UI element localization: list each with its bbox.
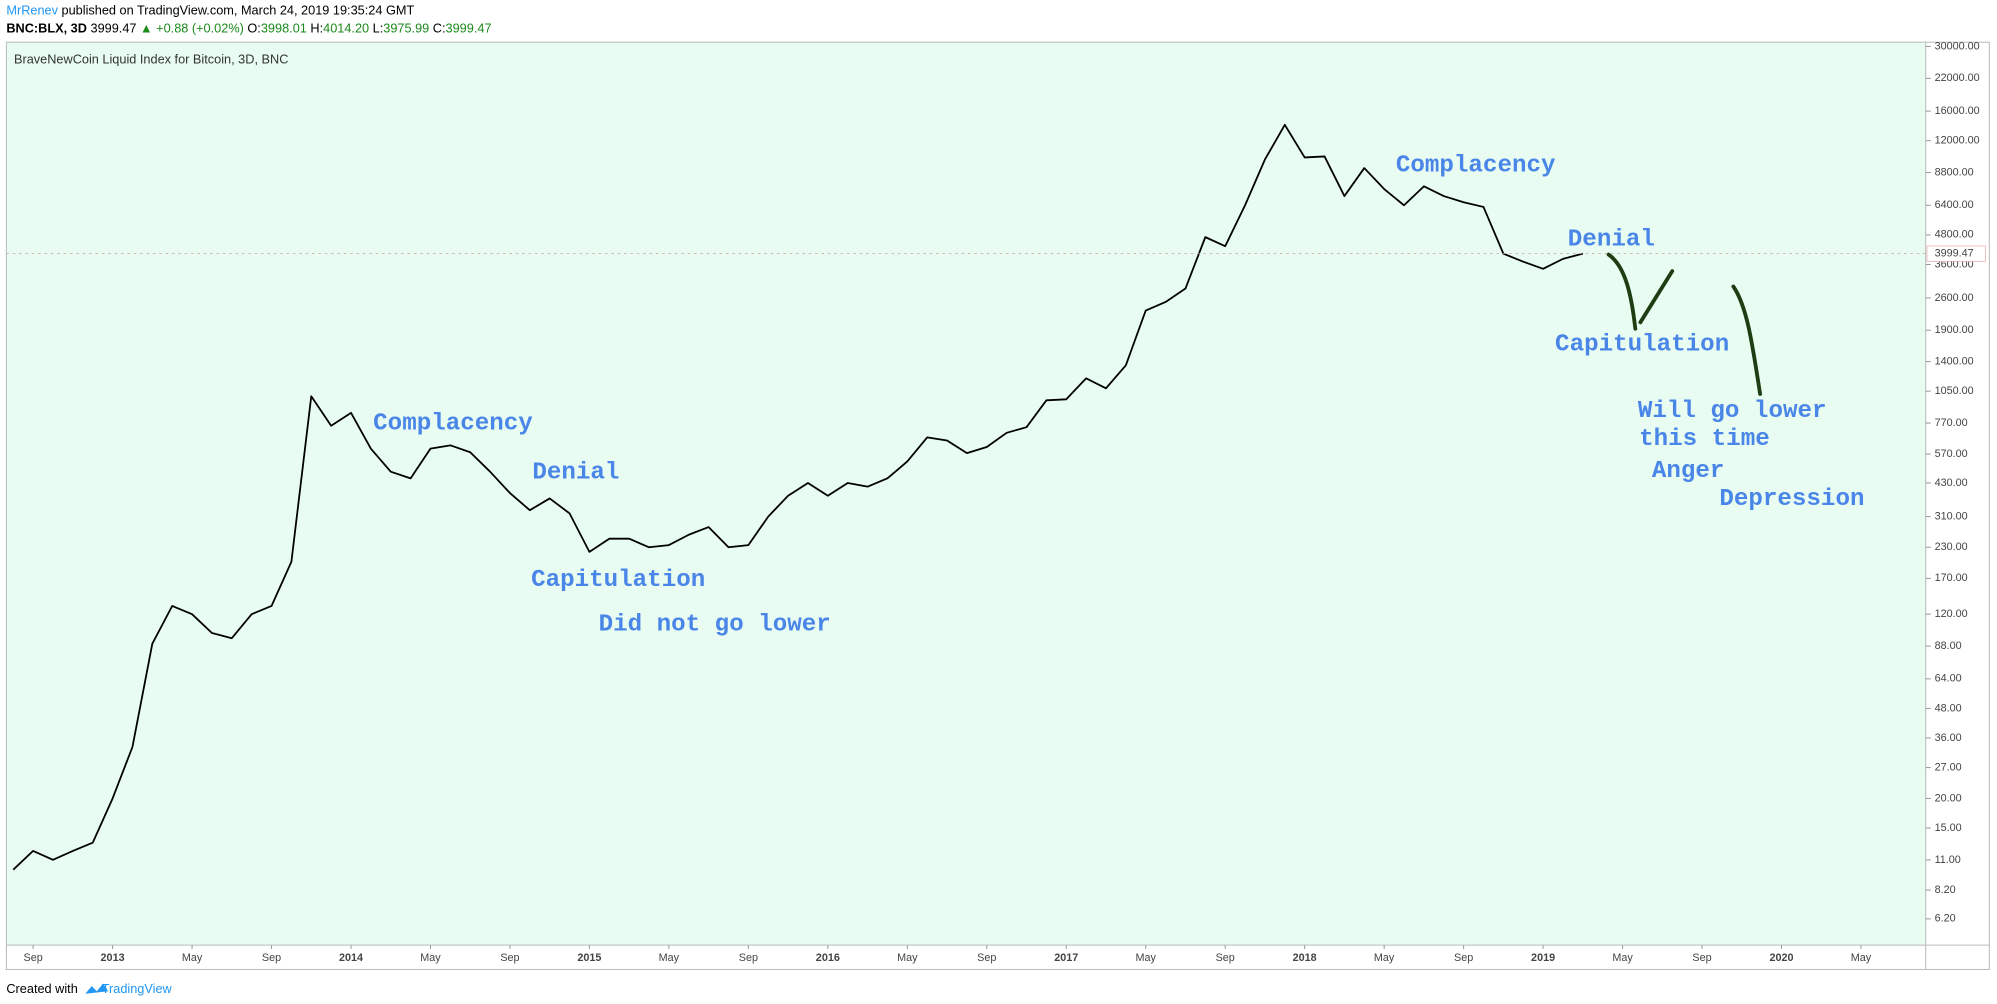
y-tick-label: 15.00 [1935,822,1962,834]
y-tick-label: 1050.00 [1935,385,1974,397]
y-tick-label: 170.00 [1935,572,1968,584]
x-tick-label: Sep [1692,952,1711,964]
y-tick-label: 8800.00 [1935,166,1974,178]
frame [5,41,1990,970]
x-tick-label: May [1612,952,1633,964]
x-tick-label: Sep [23,952,42,964]
footer-line: Created with TradingView [6,981,172,996]
y-tick-label: 11.00 [1935,854,1961,866]
y-tick-label: 16000.00 [1935,105,1980,117]
annotation: Complacency [1396,152,1556,179]
brand-logo [85,983,109,994]
series-label: BraveNewCoin Liquid Index for Bitcoin, 3… [14,51,288,66]
x-tick-label: 2020 [1769,952,1793,964]
last-price-label: 3999.47 [1935,248,1974,260]
annotation: Did not go lower [599,612,831,639]
y-tick-label: 430.00 [1935,477,1968,489]
header-line: MrRenev published on TradingView.com, Ma… [6,3,414,18]
footer-brand[interactable]: TradingView [102,981,173,996]
y-tick-label: 2600.00 [1935,292,1974,304]
x-tick-label: May [182,952,203,964]
y-tick-label: 310.00 [1935,510,1968,522]
footer-created: Created with [6,981,77,996]
y-tick-label: 22000.00 [1935,72,1980,84]
annotation: Anger [1652,458,1725,485]
annotation: Denial [532,459,619,486]
annotation: Will go lower [1638,398,1827,425]
projection-stroke [1606,252,1675,331]
x-tick-label: 2017 [1054,952,1078,964]
plot-area [6,42,1926,946]
x-tick-label: Sep [500,952,519,964]
last: 3999.47 [91,21,137,36]
open-label: O: [247,21,260,36]
price-line [12,123,1584,871]
last-price-box [1926,245,1986,262]
symbol: BNC:BLX, 3D [6,21,87,36]
annotation: Capitulation [1555,331,1729,358]
annotation: this time [1639,426,1770,453]
high-label: H: [310,21,323,36]
published: published on TradingView.com, March 24, … [62,3,415,18]
annotation: Complacency [373,411,533,438]
y-tick-label: 88.00 [1935,640,1962,652]
x-tick-label: Sep [977,952,996,964]
annotation: Denial [1568,227,1655,254]
change: ▲ +0.88 (+0.02%) [140,21,244,36]
y-tick-label: 6.20 [1935,913,1956,925]
y-tick-label: 6400.00 [1935,199,1974,211]
x-tick-label: May [1136,952,1157,964]
x-tick-label: Sep [1216,952,1235,964]
close: 3999.47 [446,21,492,36]
x-tick-label: May [659,952,680,964]
x-tick-label: 2015 [577,952,601,964]
x-tick-label: May [1851,952,1872,964]
y-tick-label: 48.00 [1935,702,1962,714]
x-tick-label: 2018 [1293,952,1317,964]
x-tick-label: May [420,952,441,964]
y-tick-label: 4800.00 [1935,229,1974,241]
low: 3975.99 [383,21,429,36]
x-tick-label: 2016 [816,952,840,964]
y-tick-label: 570.00 [1935,448,1968,460]
y-tick-label: 120.00 [1935,608,1968,620]
y-tick-label: 8.20 [1935,884,1956,896]
x-tick-label: Sep [739,952,758,964]
y-tick-label: 12000.00 [1935,135,1980,147]
y-tick-label: 64.00 [1935,673,1962,685]
open: 3998.01 [261,21,307,36]
annotation: Capitulation [531,567,705,594]
author[interactable]: MrRenev [6,3,58,18]
projection-stroke [1731,284,1763,396]
close-label: C: [433,21,446,36]
y-tick-label: 30000.00 [1935,40,1980,52]
symbol-line: BNC:BLX, 3D 3999.47 ▲ +0.88 (+0.02%) O:3… [6,21,491,36]
y-tick-label: 20.00 [1935,792,1962,804]
y-tick-label: 230.00 [1935,541,1968,553]
x-tick-label: 2019 [1531,952,1555,964]
high: 4014.20 [323,21,369,36]
y-tick-label: 770.00 [1935,417,1968,429]
x-tick-label: Sep [1454,952,1473,964]
y-tick-label: 1400.00 [1935,355,1974,367]
y-tick-label: 1900.00 [1935,324,1974,336]
y-tick-label: 27.00 [1935,761,1962,773]
x-tick-label: 2013 [101,952,125,964]
x-tick-label: May [1374,952,1395,964]
x-tick-label: May [897,952,918,964]
x-tick-label: Sep [262,952,281,964]
y-tick-label: 36.00 [1935,732,1962,744]
annotation: Depression [1719,486,1864,513]
low-label: L: [373,21,384,36]
x-tick-label: 2014 [339,952,363,964]
